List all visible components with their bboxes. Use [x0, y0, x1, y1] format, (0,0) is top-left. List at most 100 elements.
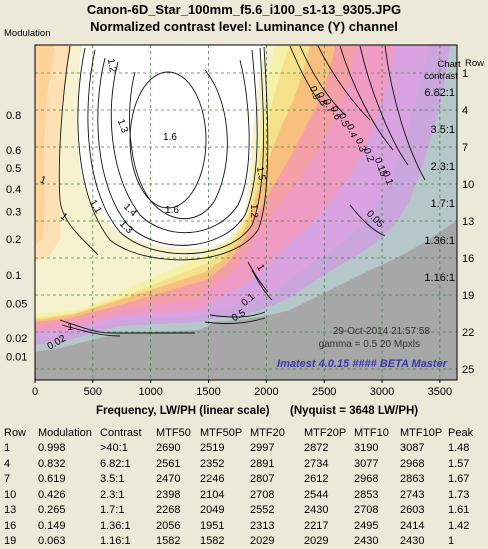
table-header-cell: MTF10P [400, 425, 448, 441]
contour-label: 1.2 [248, 204, 259, 218]
table-cell: 2743 [400, 487, 448, 503]
table-cell: 2807 [250, 472, 304, 488]
y-tick-label: 0.8 [6, 110, 21, 122]
table-cell: 2891 [250, 456, 304, 472]
chart-title-mode: Normalized contrast level: Luminance (Y)… [90, 19, 398, 34]
table-header-cell: Contrast [100, 425, 156, 441]
table-cell: 2217 [304, 518, 354, 534]
table-cell: 2049 [200, 503, 250, 519]
contrast-chart: Canon-6D_Star_100mm_f5.6_i100_s1-13_9305… [0, 0, 488, 420]
x-tick-label: 3500 [428, 386, 452, 398]
x-tick-label: 2000 [254, 386, 278, 398]
table-cell: 0.998 [38, 441, 100, 457]
table-cell: 10 [4, 487, 38, 503]
table-cell: 2708 [354, 503, 400, 519]
table-cell: 2.3:1 [100, 487, 156, 503]
contour-label: 1.6 [163, 132, 177, 143]
table-cell: 2968 [354, 472, 400, 488]
x-axis-title: Frequency, LW/PH (linear scale) [96, 405, 270, 417]
table-cell: 2872 [304, 441, 354, 457]
y-axis-ticks: 0.80.60.50.40.30.20.10.050.020.01 [6, 110, 27, 364]
contrast-tick-label: 1.7:1 [431, 198, 455, 210]
table-cell: 2863 [400, 472, 448, 488]
table-cell: 2561 [156, 456, 200, 472]
table-cell: 0.619 [38, 472, 100, 488]
table-cell: 3.5:1 [100, 472, 156, 488]
table-cell: 0.265 [38, 503, 100, 519]
table-header-cell: Modulation [38, 425, 100, 441]
table-cell: 2430 [304, 503, 354, 519]
table-cell: 1.36:1 [100, 518, 156, 534]
y-tick-label: 0.01 [6, 352, 27, 364]
date-stamp: 29-Oct-2014 21:57:58 [333, 326, 431, 337]
row-tick-label: 25 [462, 364, 474, 376]
table-cell: 2968 [400, 456, 448, 472]
table-cell: 2690 [156, 441, 200, 457]
contour-label: 1 [67, 322, 73, 333]
table-cell: 0.149 [38, 518, 100, 534]
x-tick-label: 1500 [196, 386, 220, 398]
table-cell: 3190 [354, 441, 400, 457]
table-cell: 7 [4, 472, 38, 488]
x-tick-label: 2500 [312, 386, 336, 398]
table-cell: 2414 [400, 518, 448, 534]
contrast-tick-label: 6.82:1 [424, 87, 455, 99]
row-tick-label: 19 [462, 290, 474, 302]
table-cell: 1951 [200, 518, 250, 534]
contrast-tick-label: 1.16:1 [424, 272, 455, 284]
table-cell: 2104 [200, 487, 250, 503]
contour-label: 1.6 [165, 205, 179, 216]
contrast-tick-label: 2.3:1 [431, 161, 455, 173]
table-cell: 13 [4, 503, 38, 519]
table-cell: 1.48 [448, 441, 484, 457]
table-cell: 2612 [304, 472, 354, 488]
table-cell: 2495 [354, 518, 400, 534]
table-cell: 1.67 [448, 472, 484, 488]
table-cell: 2313 [250, 518, 304, 534]
table-header-cell: MTF20 [250, 425, 304, 441]
table-cell: 2997 [250, 441, 304, 457]
contrast-tick-label: 3.5:1 [431, 124, 455, 136]
row-tick-label: 22 [462, 327, 474, 339]
table-cell: 0.832 [38, 456, 100, 472]
x-tick-label: 3000 [370, 386, 394, 398]
table-cell: 1.42 [448, 518, 484, 534]
table-cell: 2708 [250, 487, 304, 503]
contrast-axis-title-line1: Chart [437, 59, 461, 70]
x-axis-nyquist-note: (Nyquist = 3648 LW/PH) [290, 405, 418, 417]
table-header-cell: Peak [448, 425, 484, 441]
y-tick-label: 0.02 [6, 333, 27, 345]
table-cell: 2853 [354, 487, 400, 503]
table-cell: 3087 [400, 441, 448, 457]
table-cell: 1.7:1 [100, 503, 156, 519]
contrast-axis-title-line2: contrast [424, 71, 458, 82]
row-tick-label: 10 [462, 179, 474, 191]
row-tick-label: 4 [462, 105, 468, 117]
row-tick-label: 7 [462, 142, 468, 154]
table-header-cell: MTF50P [200, 425, 250, 441]
table-cell: 1.57 [448, 456, 484, 472]
table-cell: 2603 [400, 503, 448, 519]
y-tick-label: 0.5 [6, 163, 21, 175]
table-cell: 2246 [200, 472, 250, 488]
table-cell: 1 [4, 441, 38, 457]
y-tick-label: 0.2 [6, 234, 21, 246]
table-cell: 2056 [156, 518, 200, 534]
row-tick-label: 13 [462, 216, 474, 228]
x-tick-label: 0 [32, 386, 38, 398]
table-cell: 4 [4, 456, 38, 472]
contrast-tick-label: 1.36:1 [424, 235, 455, 247]
y-tick-label: 0.6 [6, 145, 21, 157]
gamma-stamp: gamma = 0.5 20 Mpxls [319, 339, 420, 350]
x-tick-label: 1000 [138, 386, 162, 398]
table-cell: 2470 [156, 472, 200, 488]
